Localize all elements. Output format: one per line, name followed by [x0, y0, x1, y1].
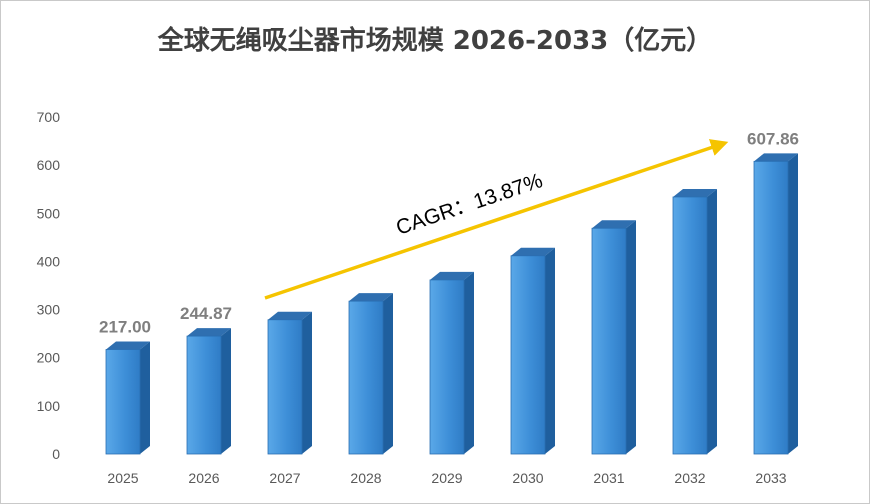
bar-front: [510, 255, 546, 455]
bar: [753, 153, 798, 455]
x-tick-label: 2029: [431, 470, 462, 486]
y-tick-label: 500: [37, 205, 61, 221]
x-axis-ticks: 2025 2026 2027 2028 2029 2030 2031 2032 2033: [107, 470, 786, 486]
bar-top: [673, 188, 717, 197]
x-tick-label: 2032: [674, 470, 705, 486]
bar-series: [105, 153, 798, 455]
bar-top: [349, 293, 393, 302]
bar-front: [348, 300, 384, 455]
bar-side: [626, 220, 636, 454]
y-tick-label: 200: [37, 350, 61, 366]
data-label: 607.86: [747, 129, 799, 148]
x-tick-label: 2030: [512, 470, 543, 486]
bar-front: [753, 160, 789, 455]
bar: [348, 293, 393, 455]
y-tick-label: 600: [37, 157, 61, 173]
bar-top: [106, 341, 150, 350]
x-tick-label: 2026: [188, 470, 219, 486]
bar-side: [464, 271, 474, 454]
bar: [591, 220, 636, 455]
bar: [510, 247, 555, 455]
data-labels: 217.00 244.87 607.86: [99, 129, 799, 336]
bar-front: [267, 319, 303, 455]
bar-top: [268, 311, 312, 320]
bar: [429, 271, 474, 455]
bar-side: [140, 341, 150, 454]
y-tick-label: 0: [52, 446, 60, 462]
bar-side: [545, 247, 555, 454]
bar: [672, 188, 717, 455]
y-axis-ticks: 0 100 200 300 400 500 600 700: [37, 109, 61, 462]
x-tick-label: 2033: [755, 470, 786, 486]
bar-side: [707, 188, 717, 455]
y-tick-label: 700: [37, 109, 61, 125]
bar-front: [591, 227, 627, 455]
x-tick-label: 2031: [593, 470, 624, 486]
bar: [186, 328, 231, 455]
bar-top: [511, 247, 555, 256]
y-tick-label: 100: [37, 398, 61, 414]
y-tick-label: 300: [37, 302, 61, 318]
bar: [267, 311, 312, 455]
x-tick-label: 2028: [350, 470, 381, 486]
data-label: 244.87: [180, 304, 232, 323]
bar-top: [754, 153, 798, 162]
bar-side: [788, 153, 798, 454]
y-tick-label: 400: [37, 253, 61, 269]
cagr-arrow: [264, 139, 729, 300]
bar-front: [186, 335, 222, 455]
bar: [105, 341, 150, 455]
bar-top: [187, 328, 231, 337]
bar-front: [105, 349, 141, 455]
bar-front: [429, 279, 465, 455]
data-label: 217.00: [99, 318, 151, 337]
chart-title: 全球无绳吸尘器市场规模 2026-2033（亿元）: [157, 25, 713, 56]
bar-top: [592, 220, 636, 229]
bar-top: [430, 271, 474, 280]
bar-side: [383, 293, 393, 454]
x-tick-label: 2027: [269, 470, 300, 486]
bar-front: [672, 196, 708, 455]
bar-side: [302, 311, 312, 454]
bar-side: [221, 328, 231, 454]
x-tick-label: 2025: [107, 470, 138, 486]
